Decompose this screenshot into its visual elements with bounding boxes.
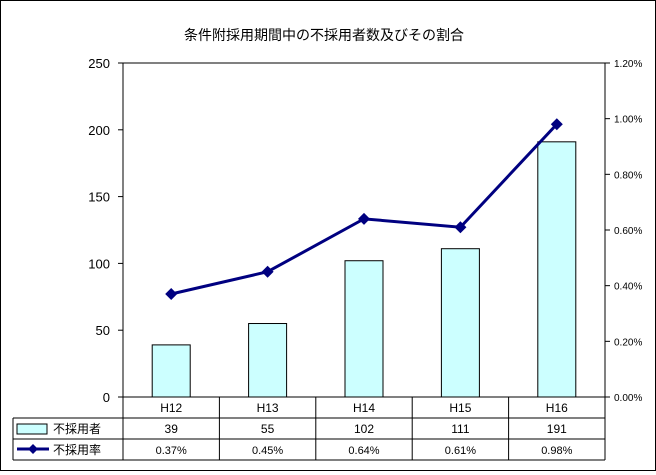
- y-left-tick-label: 250: [88, 56, 110, 71]
- y-right-tick-label: 0.80%: [614, 170, 642, 181]
- legend-swatch-marker: [28, 444, 38, 454]
- y-right-tick-label: 0.00%: [614, 393, 642, 404]
- x-tick-label: H12: [160, 401, 182, 415]
- y-right-tick-label: 0.40%: [614, 282, 642, 293]
- y-right-tick-label: 1.20%: [614, 59, 642, 70]
- line-point: [358, 212, 370, 225]
- x-tick-label: H14: [353, 401, 375, 415]
- data-label-bar: 102: [354, 422, 374, 436]
- data-label-bar: 191: [547, 422, 567, 436]
- y-right-tick-label: 1.00%: [614, 115, 642, 126]
- data-table: H12 H13 H14 H15 H16 不採用者 39 55 102 111 191 不採用率 0.37…: [12, 396, 606, 461]
- bar: [248, 323, 288, 398]
- data-label-bar: 39: [165, 422, 179, 436]
- line-point: [550, 118, 563, 131]
- data-label-line: 0.64%: [348, 445, 379, 457]
- data-label-bar: 55: [261, 422, 275, 436]
- bar: [537, 141, 577, 398]
- line-point: [165, 288, 178, 301]
- y-left-tick-label: 100: [88, 256, 110, 271]
- x-tick-label: H16: [546, 401, 568, 415]
- data-label-line: 0.98%: [541, 445, 572, 457]
- legend-swatch-bar: [16, 423, 48, 435]
- y-left-tick-label: 50: [96, 323, 110, 338]
- data-label-line: 0.37%: [156, 445, 187, 457]
- chart-title: 条件附採用期間中の不採用者数及びその割合: [184, 27, 464, 43]
- data-label-line: 0.45%: [252, 445, 283, 457]
- y-left-tick-label: 0: [103, 390, 110, 405]
- y-right-tick-label: 0.20%: [614, 337, 642, 348]
- y-left-tick-label: 200: [88, 123, 110, 138]
- line-point: [454, 221, 467, 234]
- bar: [344, 260, 384, 398]
- bar: [151, 344, 191, 398]
- y-right-tick-label: 0.60%: [614, 226, 642, 237]
- data-label-line: 0.61%: [445, 445, 476, 457]
- x-tick-label: H13: [257, 401, 279, 415]
- bar: [440, 248, 480, 398]
- plot-area: 0 50 100 150 200 250 0.00% 0.20% 0.40% 0.60% 0.80%…: [88, 56, 642, 405]
- line-point: [261, 265, 274, 278]
- data-label-bar: 111: [451, 422, 470, 436]
- x-tick-label: H15: [449, 401, 471, 415]
- y-left-tick-label: 150: [88, 190, 110, 205]
- legend-label-line: 不採用率: [53, 442, 101, 457]
- legend-label-bar: 不採用者: [53, 422, 101, 436]
